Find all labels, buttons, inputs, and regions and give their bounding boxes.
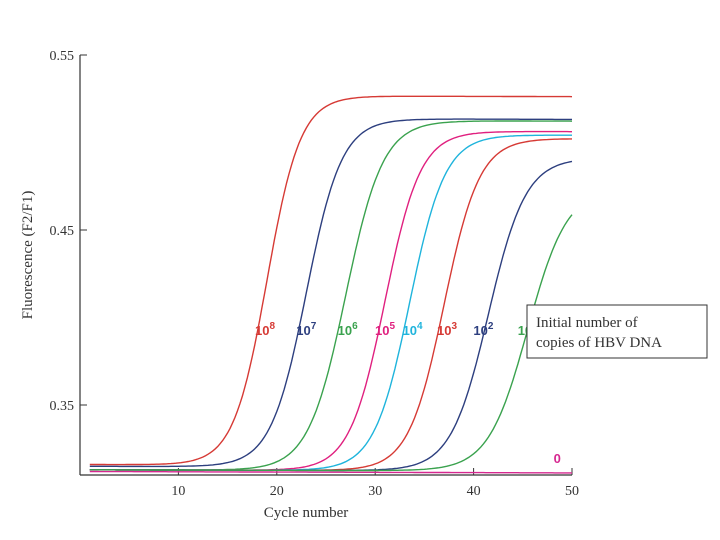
series-line-10-2 [89,160,573,472]
legend-frame [526,304,708,359]
series-label-0: 0 [554,451,561,466]
x-tick-label: 30 [368,484,382,499]
series-line-0 [89,470,572,474]
x-tick-label: 20 [270,484,284,499]
series-label-10-5: 105 [375,321,395,338]
series-line-10-8 [89,95,573,466]
x-axis-title: Cycle number [264,505,349,521]
series-line-10-7 [89,118,572,468]
legend-box: Initial number of copies of HBV DNA [526,304,708,359]
y-tick-label: 0.35 [50,399,75,414]
x-tick-label: 10 [171,484,185,499]
series-label-10-7: 107 [296,321,316,338]
y-tick-label: 0.55 [50,49,75,64]
y-axis-title: Fluorescence (F2/F1) [20,191,36,320]
y-tick-label: 0.45 [50,224,75,239]
series-label-10-2: 102 [473,321,493,338]
series-line-10-4 [89,134,572,471]
legend-line: copies of HBV DNA [536,335,662,351]
series-label-10-3: 103 [437,321,457,338]
series-line-10-1 [89,214,573,472]
series-label-10-6: 106 [338,321,358,338]
series-label-10-4: 104 [403,321,423,338]
x-tick-label: 40 [467,484,481,499]
legend-line: Initial number of [536,315,638,331]
x-tick-label: 50 [565,484,579,499]
series-line-10-5 [89,130,572,471]
series-label-10-8: 108 [255,321,275,338]
series-labels: 1081071061051041031021010 [255,321,561,466]
curves [89,95,573,474]
